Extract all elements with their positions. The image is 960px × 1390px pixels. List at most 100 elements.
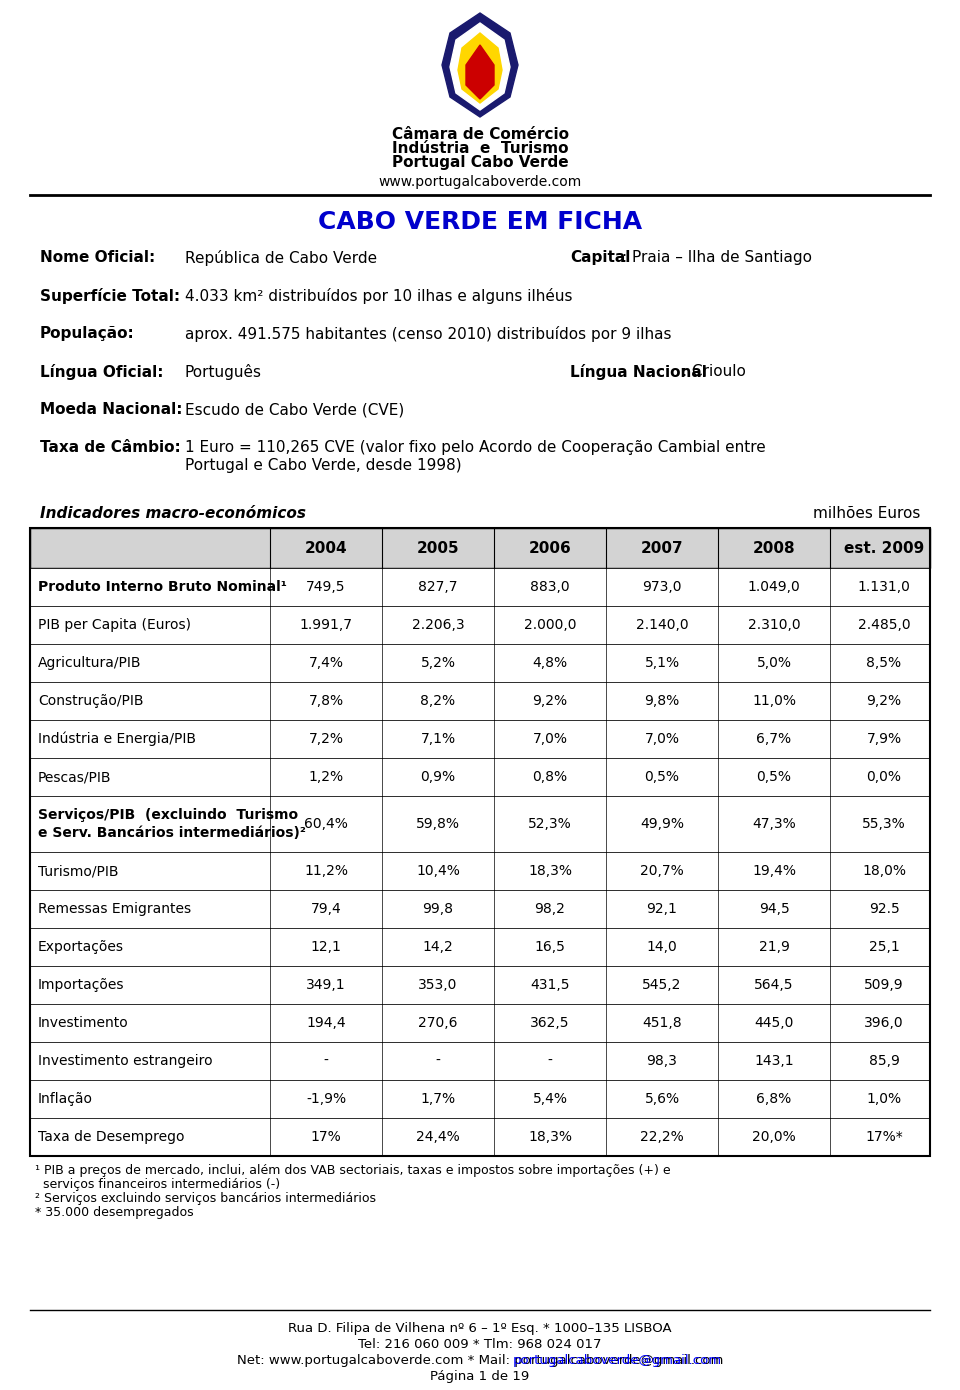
Text: 0,5%: 0,5% [644, 770, 680, 784]
Text: Moeda Nacional:: Moeda Nacional: [40, 402, 182, 417]
Text: 12,1: 12,1 [311, 940, 342, 954]
Text: 7,4%: 7,4% [308, 656, 344, 670]
Text: Superfície Total:: Superfície Total: [40, 288, 180, 304]
Polygon shape [450, 24, 510, 110]
Text: Importações: Importações [38, 979, 125, 992]
Text: 7,9%: 7,9% [867, 733, 901, 746]
Text: 98,3: 98,3 [647, 1054, 678, 1068]
Text: 1,0%: 1,0% [867, 1093, 901, 1106]
Text: 349,1: 349,1 [306, 979, 346, 992]
Text: 5,1%: 5,1% [644, 656, 680, 670]
Text: 11,0%: 11,0% [752, 694, 796, 708]
Text: -: - [324, 1054, 328, 1068]
Text: Taxa de Desemprego: Taxa de Desemprego [38, 1130, 184, 1144]
FancyBboxPatch shape [30, 720, 930, 758]
Text: 7,1%: 7,1% [420, 733, 456, 746]
Text: 17%*: 17%* [865, 1130, 902, 1144]
Text: 564,5: 564,5 [755, 979, 794, 992]
Text: 21,9: 21,9 [758, 940, 789, 954]
Text: 749,5: 749,5 [306, 580, 346, 594]
Text: 85,9: 85,9 [869, 1054, 900, 1068]
Text: 431,5: 431,5 [530, 979, 569, 992]
Text: 20,7%: 20,7% [640, 865, 684, 878]
Text: Exportações: Exportações [38, 940, 124, 954]
FancyBboxPatch shape [30, 606, 930, 644]
Text: 270,6: 270,6 [419, 1016, 458, 1030]
Text: 2005: 2005 [417, 541, 459, 556]
Text: 0,8%: 0,8% [533, 770, 567, 784]
Text: 445,0: 445,0 [755, 1016, 794, 1030]
Text: 92.5: 92.5 [869, 902, 900, 916]
Text: Produto Interno Bruto Nominal¹: Produto Interno Bruto Nominal¹ [38, 580, 287, 594]
FancyBboxPatch shape [30, 682, 930, 720]
Text: 1 Euro = 110,265 CVE (valor fixo pelo Acordo de Cooperação Cambial entre: 1 Euro = 110,265 CVE (valor fixo pelo Ac… [185, 441, 766, 455]
Text: Turismo/PIB: Turismo/PIB [38, 865, 118, 878]
Text: Investimento estrangeiro: Investimento estrangeiro [38, 1054, 212, 1068]
Text: e Serv. Bancários intermediários)²: e Serv. Bancários intermediários)² [38, 826, 306, 840]
FancyBboxPatch shape [30, 1004, 930, 1042]
Text: 10,4%: 10,4% [416, 865, 460, 878]
Text: 5,0%: 5,0% [756, 656, 791, 670]
Text: 5,6%: 5,6% [644, 1093, 680, 1106]
Text: 353,0: 353,0 [419, 979, 458, 992]
Text: 2.485,0: 2.485,0 [857, 619, 910, 632]
FancyBboxPatch shape [30, 1080, 930, 1118]
Text: Escudo de Cabo Verde (CVE): Escudo de Cabo Verde (CVE) [185, 402, 404, 417]
Text: 4,8%: 4,8% [533, 656, 567, 670]
Text: Construção/PIB: Construção/PIB [38, 694, 143, 708]
Text: serviços financeiros intermediários (-): serviços financeiros intermediários (-) [35, 1177, 280, 1191]
Polygon shape [458, 33, 502, 103]
Text: 973,0: 973,0 [642, 580, 682, 594]
Text: 2007: 2007 [640, 541, 684, 556]
Text: População:: População: [40, 327, 134, 341]
Text: 8,2%: 8,2% [420, 694, 456, 708]
Text: 2.310,0: 2.310,0 [748, 619, 801, 632]
Text: 9,2%: 9,2% [533, 694, 567, 708]
Text: 7,8%: 7,8% [308, 694, 344, 708]
Text: 14,2: 14,2 [422, 940, 453, 954]
FancyBboxPatch shape [30, 1118, 930, 1156]
Text: 19,4%: 19,4% [752, 865, 796, 878]
Text: 25,1: 25,1 [869, 940, 900, 954]
Text: 7,2%: 7,2% [308, 733, 344, 746]
Text: 5,2%: 5,2% [420, 656, 455, 670]
Text: 9,2%: 9,2% [867, 694, 901, 708]
Text: 94,5: 94,5 [758, 902, 789, 916]
Text: 24,4%: 24,4% [416, 1130, 460, 1144]
Text: 1.991,7: 1.991,7 [300, 619, 352, 632]
Text: Net: www.portugalcaboverde.com * Mail: portugalcaboverde@gmail.com: Net: www.portugalcaboverde.com * Mail: p… [237, 1354, 723, 1366]
Text: 883,0: 883,0 [530, 580, 570, 594]
Text: 52,3%: 52,3% [528, 817, 572, 831]
Text: 17%: 17% [311, 1130, 342, 1144]
Text: Capital: Capital [570, 250, 631, 265]
Text: : Crioulo: : Crioulo [683, 364, 746, 379]
Text: * 35.000 desempregados: * 35.000 desempregados [35, 1207, 194, 1219]
Text: 545,2: 545,2 [642, 979, 682, 992]
Text: 8,5%: 8,5% [867, 656, 901, 670]
Text: Indicadores macro-económicos: Indicadores macro-económicos [40, 506, 306, 521]
Text: -1,9%: -1,9% [306, 1093, 346, 1106]
Text: 4.033 km² distribuídos por 10 ilhas e alguns ilhéus: 4.033 km² distribuídos por 10 ilhas e al… [185, 288, 572, 304]
Text: 362,5: 362,5 [530, 1016, 569, 1030]
Text: Indústria  e  Turismo: Indústria e Turismo [392, 140, 568, 156]
Text: ² Serviços excluindo serviços bancários intermediários: ² Serviços excluindo serviços bancários … [35, 1193, 376, 1205]
Text: 55,3%: 55,3% [862, 817, 906, 831]
Text: 16,5: 16,5 [535, 940, 565, 954]
Text: Investimento: Investimento [38, 1016, 129, 1030]
Text: 47,3%: 47,3% [752, 817, 796, 831]
Text: 1,2%: 1,2% [308, 770, 344, 784]
Text: 0,0%: 0,0% [867, 770, 901, 784]
Text: -: - [547, 1054, 552, 1068]
Text: 0,5%: 0,5% [756, 770, 791, 784]
Text: Taxa de Câmbio:: Taxa de Câmbio: [40, 441, 180, 455]
Text: 18,3%: 18,3% [528, 865, 572, 878]
Text: 2004: 2004 [304, 541, 348, 556]
Text: Tel: 216 060 009 * Tlm: 968 024 017: Tel: 216 060 009 * Tlm: 968 024 017 [358, 1339, 602, 1351]
Text: Serviços/PIB  (excluindo  Turismo: Serviços/PIB (excluindo Turismo [38, 808, 299, 821]
Text: República de Cabo Verde: República de Cabo Verde [185, 250, 377, 265]
Text: 2.000,0: 2.000,0 [524, 619, 576, 632]
FancyBboxPatch shape [30, 796, 930, 852]
Text: 7,0%: 7,0% [644, 733, 680, 746]
Text: 22,2%: 22,2% [640, 1130, 684, 1144]
Text: 6,7%: 6,7% [756, 733, 792, 746]
